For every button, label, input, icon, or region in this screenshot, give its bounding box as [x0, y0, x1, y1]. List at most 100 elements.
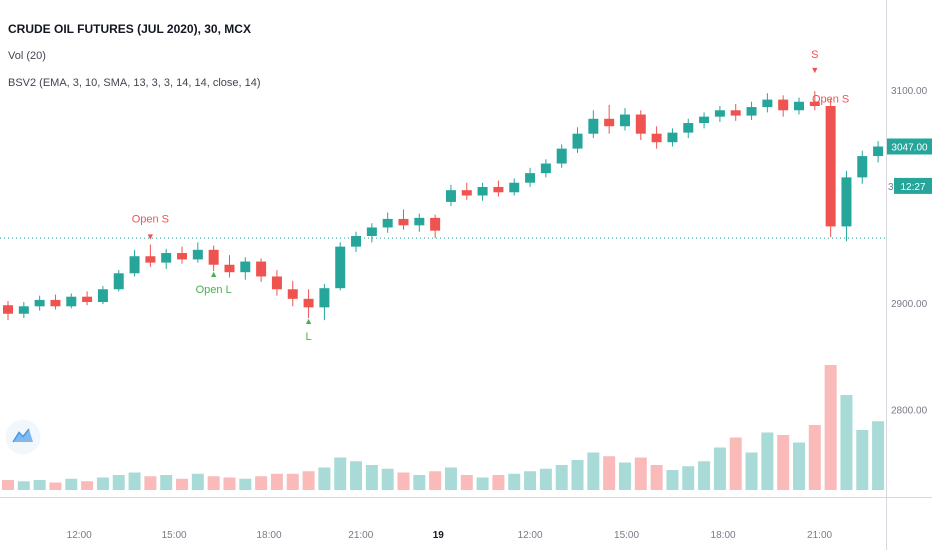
volume-bar	[33, 480, 46, 490]
volume-bar	[508, 473, 521, 490]
volume-bar	[587, 452, 600, 490]
time-tick-label: 18:00	[711, 530, 736, 541]
candle	[699, 116, 710, 124]
volume-bar	[571, 460, 584, 490]
candle	[635, 114, 646, 134]
time-tick-label: 21:00	[348, 530, 373, 541]
candle	[619, 114, 630, 127]
volume-bar	[793, 442, 805, 490]
volume-bar	[302, 471, 315, 490]
candle	[477, 186, 488, 196]
volume-bar	[650, 465, 663, 490]
volume-bar	[634, 457, 647, 490]
volume-bar	[682, 466, 695, 490]
buy-marker-icon: ▲	[209, 269, 218, 279]
price-axis[interactable]: 3100.00 2900.00 2800.00 3 3047.00 12:27	[887, 86, 932, 417]
volume-bar	[840, 395, 853, 490]
volume-bar	[207, 476, 220, 490]
volume-bar	[460, 475, 473, 490]
volume-bar	[223, 477, 236, 490]
time-tick-label: 12:00	[67, 530, 92, 541]
buy-marker-icon: ▲	[304, 316, 313, 326]
symbol-title[interactable]: CRUDE OIL FUTURES (JUL 2020), 30, MCX	[8, 22, 251, 36]
volume-bar	[176, 478, 189, 490]
volume-bar	[745, 452, 758, 490]
candle	[714, 110, 725, 117]
candle	[794, 101, 804, 111]
candle	[161, 253, 172, 263]
volume-bar	[350, 461, 363, 490]
volume-bar	[761, 432, 774, 490]
volume-bar	[539, 468, 552, 490]
candle	[651, 133, 662, 143]
volume-bar	[255, 476, 268, 490]
candle	[588, 118, 599, 134]
trade-marker-label: Open S	[132, 214, 169, 226]
volume-indicator-label[interactable]: Vol (20)	[8, 50, 46, 62]
volume-bar	[65, 478, 78, 490]
candle	[809, 101, 820, 107]
time-axis[interactable]: 12:00 15:00 18:00 21:00 19 12:00 15:00 18:00 21:…	[67, 530, 833, 541]
trade-marker-label: S	[811, 49, 818, 61]
volume-bar	[856, 430, 869, 490]
countdown-value: 12:27	[900, 182, 925, 193]
candle	[857, 156, 868, 178]
candle	[525, 173, 536, 183]
volume-bar	[698, 461, 711, 490]
volume-bar	[729, 437, 742, 490]
candle	[192, 249, 203, 260]
volume-bar	[476, 477, 489, 490]
volume-bar	[555, 465, 568, 490]
volume-bar	[524, 471, 537, 490]
volume-bar	[81, 481, 94, 490]
candle	[604, 118, 615, 127]
last-price-value: 3047.00	[891, 142, 928, 153]
candle	[97, 289, 108, 303]
candle	[208, 249, 219, 265]
candle	[287, 289, 298, 299]
volume-pane	[2, 365, 885, 490]
volume-bar	[413, 475, 426, 490]
candle	[445, 190, 456, 202]
strategy-indicator-label[interactable]: BSV2 (EMA, 3, 10, SMA, 13, 3, 3, 14, 14,…	[8, 77, 261, 89]
mountain-chart-icon	[5, 419, 41, 455]
volume-bar	[713, 447, 726, 490]
candle	[50, 299, 61, 307]
volume-bar	[96, 477, 109, 490]
chart-logo-button[interactable]	[4, 418, 42, 456]
candle	[762, 99, 773, 108]
candle	[746, 107, 757, 116]
last-price-badge	[887, 138, 932, 155]
volume-bar	[49, 482, 62, 490]
candle	[256, 261, 267, 277]
volume-bar	[365, 465, 378, 490]
volume-bar	[381, 468, 394, 490]
candle	[825, 106, 836, 227]
volume-bar	[2, 480, 14, 490]
time-tick-label: 15:00	[614, 530, 639, 541]
candle	[382, 218, 393, 228]
candle	[841, 177, 852, 227]
candle	[683, 123, 694, 133]
volume-bar	[492, 475, 505, 490]
volume-bar	[429, 471, 442, 490]
volume-bar	[270, 473, 283, 490]
volume-bar	[666, 470, 679, 490]
volume-bar	[160, 475, 173, 490]
candle	[240, 261, 251, 273]
candle	[224, 264, 235, 273]
volume-bar	[17, 481, 30, 490]
volume-bar	[397, 472, 410, 490]
volume-bar	[239, 478, 252, 490]
candle	[271, 276, 282, 290]
candle	[129, 256, 140, 274]
candle	[145, 256, 156, 263]
candle	[177, 253, 188, 260]
candle	[873, 146, 884, 157]
price-tick-label: 2800.00	[891, 406, 928, 417]
volume-bar	[618, 462, 631, 490]
volume-bar	[824, 365, 837, 490]
candle	[493, 186, 504, 193]
